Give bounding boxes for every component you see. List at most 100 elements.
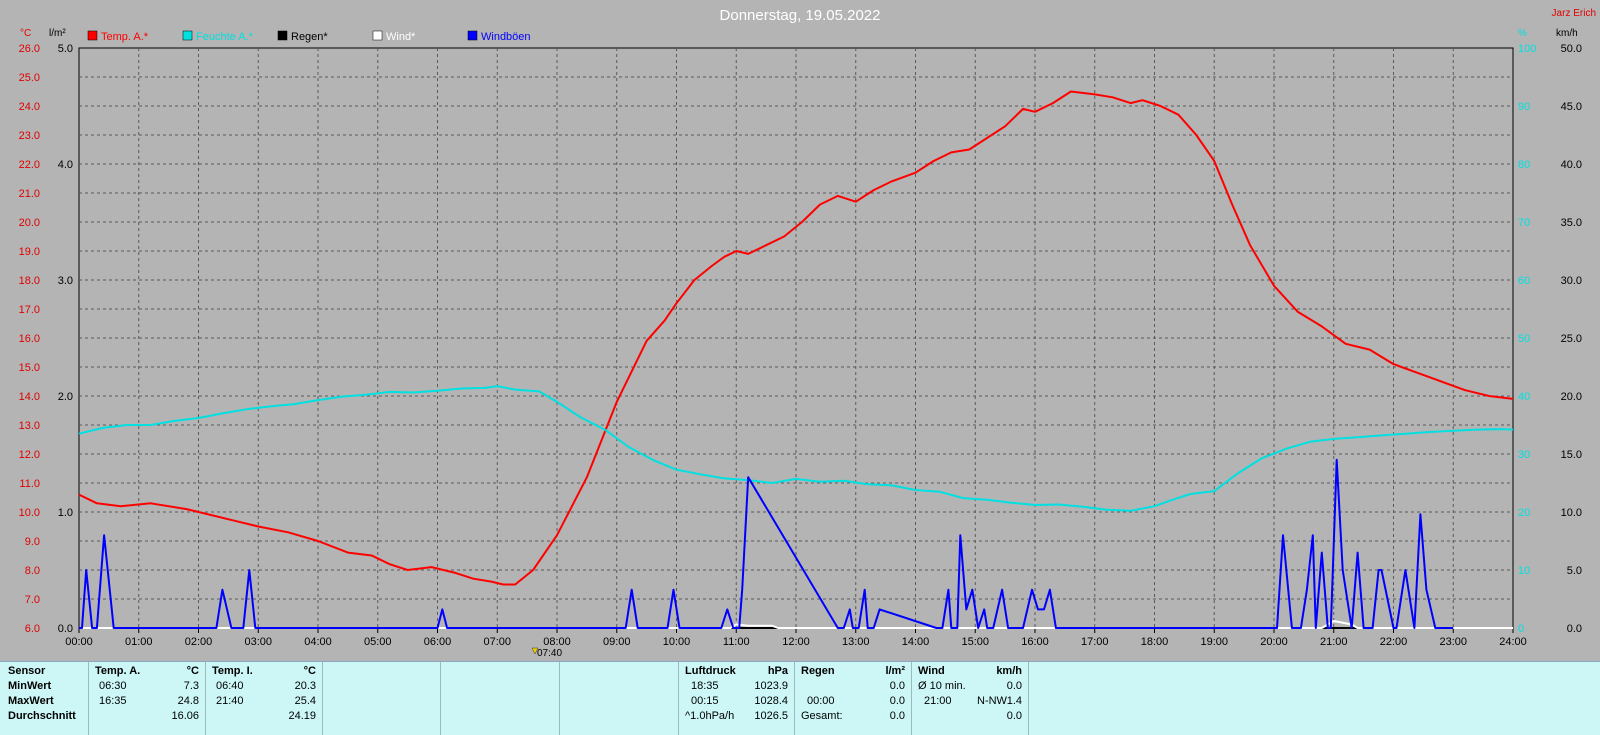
x-tick-label: 00:00: [65, 636, 93, 648]
cell-value: 0.0: [1006, 680, 1022, 692]
series-line-feuchte-a: [78, 385, 1514, 512]
wind-tick-label: 25.0: [1561, 333, 1582, 345]
cell-time: 18:35: [691, 680, 719, 692]
hum-tick-label: 100: [1518, 43, 1536, 55]
author-label: Jarz Erich: [1552, 8, 1596, 19]
hum-tick-label: 90: [1518, 101, 1530, 113]
axis-labels: 00:00 01:00 02:00 03:00 04:00 05:00 06:00 07:00…: [19, 43, 1582, 648]
temp-tick-label: 7.0: [25, 594, 40, 606]
temp-tick-label: 6.0: [25, 623, 40, 635]
x-tick-label: 14:00: [902, 636, 930, 648]
temp-tick-label: 19.0: [19, 246, 40, 258]
wind-tick-label: 10.0: [1561, 507, 1582, 519]
wind-tick-label: 40.0: [1561, 159, 1582, 171]
weather-chart: 00:00 01:00 02:00 03:00 04:00 05:00 06:00 07:00…: [19, 7, 1596, 659]
x-tick-label: 20:00: [1260, 636, 1288, 648]
wind-column: Wind km/h Ø 10 min. 0.0 21:00 N-NW 1.4 0.0: [912, 662, 1029, 735]
temp-tick-label: 17.0: [19, 304, 40, 316]
hum-tick-label: 60: [1518, 275, 1530, 287]
cell-time: Gesamt:: [801, 710, 843, 722]
temp-tick-label: 15.0: [19, 362, 40, 374]
x-tick-label: 06:00: [424, 636, 452, 648]
sensor-header: Sensor: [8, 665, 46, 677]
wind-tick-label: 15.0: [1561, 449, 1582, 461]
rain-tick-label: 3.0: [58, 275, 73, 287]
x-tick-label: 18:00: [1141, 636, 1169, 648]
luftdruck-unit: hPa: [767, 665, 788, 677]
cell-time: 00:00: [807, 695, 835, 707]
temp-tick-label: 12.0: [19, 449, 40, 461]
temp-tick-label: 18.0: [19, 275, 40, 287]
cell-value: 0.0: [889, 695, 905, 707]
marker-time: 07:40: [537, 648, 562, 659]
summary-table: Sensor MinWert MaxWert Durchschnitt Temp…: [0, 661, 1600, 735]
legend-label: Temp. A.*: [101, 31, 149, 43]
legend: Temp. A.* Feuchte A.* Regen* Wind* Windböen: [87, 30, 531, 43]
temp-tick-label: 26.0: [19, 43, 40, 55]
cell-value: 1.4: [1006, 695, 1022, 707]
cell-time: 06:30: [99, 680, 127, 692]
row-label: MaxWert: [8, 695, 54, 707]
cell-time: 21:00: [924, 695, 952, 707]
wind-tick-label: 5.0: [1567, 565, 1582, 577]
rain-tick-label: 5.0: [58, 43, 73, 55]
time-marker: 07:40: [531, 647, 562, 659]
temp-tick-label: 14.0: [19, 391, 40, 403]
legend-label: Feuchte A.*: [196, 31, 254, 43]
wind-axis-unit: km/h: [1556, 28, 1578, 39]
series-line-temp-a: [78, 90, 1514, 586]
x-tick-label: 01:00: [125, 636, 153, 648]
cell-time: 00:15: [691, 695, 719, 707]
x-tick-label: 15:00: [961, 636, 989, 648]
wind-tick-label: 35.0: [1561, 217, 1582, 229]
legend-swatch: [277, 30, 288, 41]
temp-i-unit: °C: [303, 665, 316, 677]
empty-column: [323, 662, 441, 735]
hum-tick-label: 40: [1518, 391, 1530, 403]
cell-value: 1023.9: [754, 680, 788, 692]
x-tick-label: 24:00: [1499, 636, 1527, 648]
temp-tick-label: 16.0: [19, 333, 40, 345]
wind-unit: km/h: [996, 665, 1022, 677]
x-tick-label: 13:00: [842, 636, 870, 648]
wind-tick-label: 50.0: [1561, 43, 1582, 55]
cell-time: 16:35: [99, 695, 127, 707]
x-tick-label: 07:00: [483, 636, 511, 648]
temp-a-header: Temp. A.: [95, 665, 141, 677]
cell-value: 24.19: [288, 710, 316, 722]
row-label: MinWert: [8, 680, 52, 692]
temp-tick-label: 23.0: [19, 130, 40, 142]
x-tick-label: 08:00: [543, 636, 571, 648]
cell-value: 25.4: [294, 695, 316, 707]
x-tick-label: 04:00: [304, 636, 332, 648]
x-tick-label: 02:00: [185, 636, 213, 648]
temp-tick-label: 22.0: [19, 159, 40, 171]
temp-tick-label: 11.0: [19, 478, 40, 490]
x-tick-label: 05:00: [364, 636, 392, 648]
x-tick-label: 11:00: [723, 636, 750, 648]
temp-a-unit: °C: [186, 665, 199, 677]
legend-swatch: [467, 30, 478, 41]
hum-axis-unit: %: [1518, 28, 1527, 39]
hum-tick-label: 80: [1518, 159, 1530, 171]
legend-swatch: [372, 30, 383, 41]
temp-i-header: Temp. I.: [212, 665, 253, 677]
x-tick-label: 10:00: [663, 636, 691, 648]
wind-tick-label: 20.0: [1561, 391, 1582, 403]
hum-tick-label: 30: [1518, 449, 1530, 461]
cell-value: 0.0: [1006, 710, 1022, 722]
x-tick-label: 21:00: [1320, 636, 1348, 648]
hum-tick-label: 20: [1518, 507, 1530, 519]
cell-value: 16.06: [171, 710, 199, 722]
temp-tick-label: 8.0: [25, 565, 40, 577]
hum-tick-label: 70: [1518, 217, 1530, 229]
temp-tick-label: 13.0: [19, 420, 40, 432]
cell-value: 7.3: [183, 680, 199, 692]
temp-axis-unit: °C: [20, 28, 31, 39]
legend-swatch: [87, 30, 98, 41]
temp-i-column: Temp. I. °C 06:40 20.3 21:40 25.4 24.19: [206, 662, 323, 735]
legend-swatch: [182, 30, 193, 41]
chart-marks: [78, 90, 1514, 629]
temp-tick-label: 20.0: [19, 217, 40, 229]
temp-tick-label: 21.0: [19, 188, 40, 200]
